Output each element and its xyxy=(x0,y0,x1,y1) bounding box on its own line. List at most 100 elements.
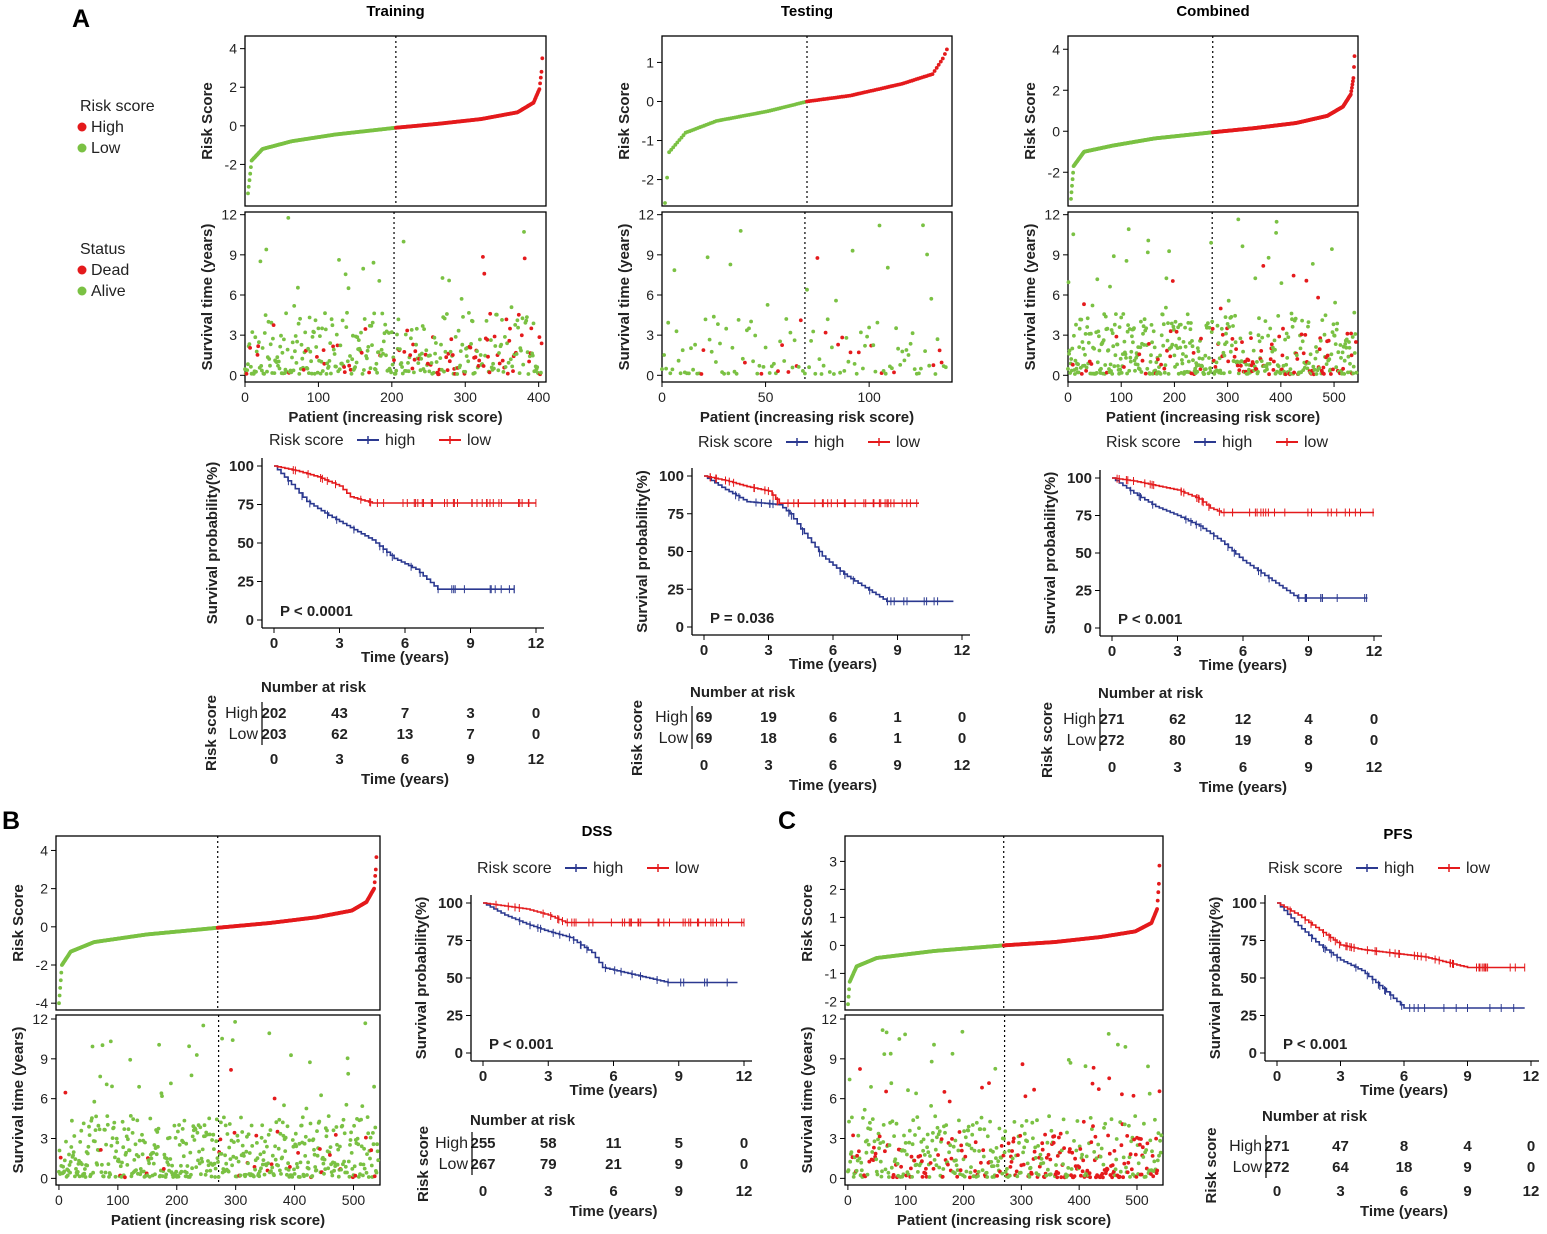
alive-point xyxy=(231,1154,236,1159)
alive-point xyxy=(72,1134,77,1138)
alive-point xyxy=(297,372,302,376)
dead-point xyxy=(315,355,319,359)
y-tick-label: 0 xyxy=(829,937,837,953)
alive-point xyxy=(1350,335,1355,339)
alive-point xyxy=(291,368,296,373)
y-tick-label: 2 xyxy=(829,881,837,897)
dead-point xyxy=(823,330,828,335)
alive-point xyxy=(1061,1117,1066,1122)
dead-point xyxy=(949,1156,954,1161)
alive-point xyxy=(348,1138,353,1142)
alive-point xyxy=(1231,324,1235,328)
alive-point xyxy=(1133,368,1137,373)
alive-point xyxy=(935,1125,940,1130)
alive-point xyxy=(249,364,253,369)
alive-point xyxy=(1097,348,1102,353)
alive-point xyxy=(103,1170,108,1175)
alive-point xyxy=(991,1149,995,1154)
alive-point xyxy=(270,1153,275,1158)
alive-point xyxy=(128,1114,133,1118)
panel-letter-a: A xyxy=(72,5,90,33)
alive-point xyxy=(87,1133,92,1137)
alive-point xyxy=(966,1128,971,1133)
y-axis-label: Risk Score xyxy=(199,82,216,160)
alive-point xyxy=(707,337,712,342)
alive-point xyxy=(1266,255,1271,260)
y-tick-label: 100 xyxy=(659,468,684,485)
alive-point xyxy=(203,1172,208,1177)
y-axis-label: Risk Score xyxy=(616,82,633,160)
alive-point xyxy=(346,1159,351,1164)
dead-point xyxy=(940,1174,945,1179)
alive-point xyxy=(295,1165,300,1170)
y-tick-label: 0 xyxy=(829,1170,837,1186)
dead-point xyxy=(333,1133,338,1137)
dead-point xyxy=(1125,1134,1130,1138)
alive-point xyxy=(114,1149,118,1154)
alive-point xyxy=(330,1173,335,1178)
dead-point xyxy=(402,350,407,354)
alive-point xyxy=(931,1131,935,1135)
alive-point xyxy=(1160,312,1165,317)
alive-point xyxy=(1214,360,1219,365)
dead-point xyxy=(1168,354,1173,359)
alive-point xyxy=(878,1141,883,1145)
alive-point xyxy=(955,1168,960,1172)
alive-point xyxy=(1086,340,1091,345)
alive-point xyxy=(265,1144,269,1149)
alive-point xyxy=(1216,341,1221,346)
alive-point xyxy=(703,317,708,322)
alive-point xyxy=(1036,1173,1041,1177)
y-tick-label: 0 xyxy=(455,1045,463,1062)
dead-point xyxy=(1052,1134,1057,1139)
alive-point xyxy=(141,1169,146,1174)
alive-point xyxy=(96,1123,101,1128)
alive-point xyxy=(271,336,275,341)
alive-point xyxy=(61,1164,65,1169)
risk-table-cell: 0 xyxy=(740,1135,748,1152)
alive-point xyxy=(1208,369,1213,374)
alive-point xyxy=(1293,316,1298,321)
alive-point xyxy=(210,1138,215,1142)
alive-point xyxy=(276,1163,280,1168)
alive-point xyxy=(343,272,348,277)
alive-point xyxy=(948,1143,953,1148)
y-tick-label: 25 xyxy=(237,574,254,591)
risk-table-cell: 13 xyxy=(397,726,414,743)
alive-point xyxy=(1219,326,1224,331)
alive-point xyxy=(1068,1061,1073,1065)
alive-point xyxy=(1153,368,1158,373)
alive-point xyxy=(1111,254,1116,259)
alive-point xyxy=(1131,340,1135,345)
alive-point xyxy=(67,1163,72,1167)
dead-point xyxy=(924,1166,928,1171)
alive-point xyxy=(1112,322,1117,327)
alive-point xyxy=(1266,333,1270,338)
alive-point xyxy=(1308,352,1313,357)
y-tick-label: 4 xyxy=(229,41,237,57)
alive-point xyxy=(1210,319,1215,324)
x-tick-label: 200 xyxy=(165,1192,189,1208)
alive-point xyxy=(332,1161,337,1165)
alive-point xyxy=(283,1149,288,1153)
alive-point xyxy=(140,1132,144,1137)
y-tick-label: 1 xyxy=(646,54,654,70)
dead-point xyxy=(1117,1174,1122,1179)
dead-point xyxy=(1267,372,1271,377)
y-axis-label: Risk Score xyxy=(1022,82,1039,160)
alive-point xyxy=(1240,244,1245,249)
dead-point xyxy=(973,1169,977,1173)
y-tick-label: 3 xyxy=(829,853,837,869)
risk-point xyxy=(246,184,251,189)
dead-point xyxy=(269,1162,274,1167)
dead-point xyxy=(1322,372,1326,376)
y-tick-label: 12 xyxy=(638,207,654,223)
dead-point xyxy=(497,361,502,366)
alive-point xyxy=(298,1160,303,1165)
dead-point xyxy=(423,352,428,357)
alive-point xyxy=(1286,335,1291,339)
alive-point xyxy=(100,1162,104,1167)
dead-point xyxy=(1009,1160,1014,1164)
dead-point xyxy=(920,1159,924,1164)
